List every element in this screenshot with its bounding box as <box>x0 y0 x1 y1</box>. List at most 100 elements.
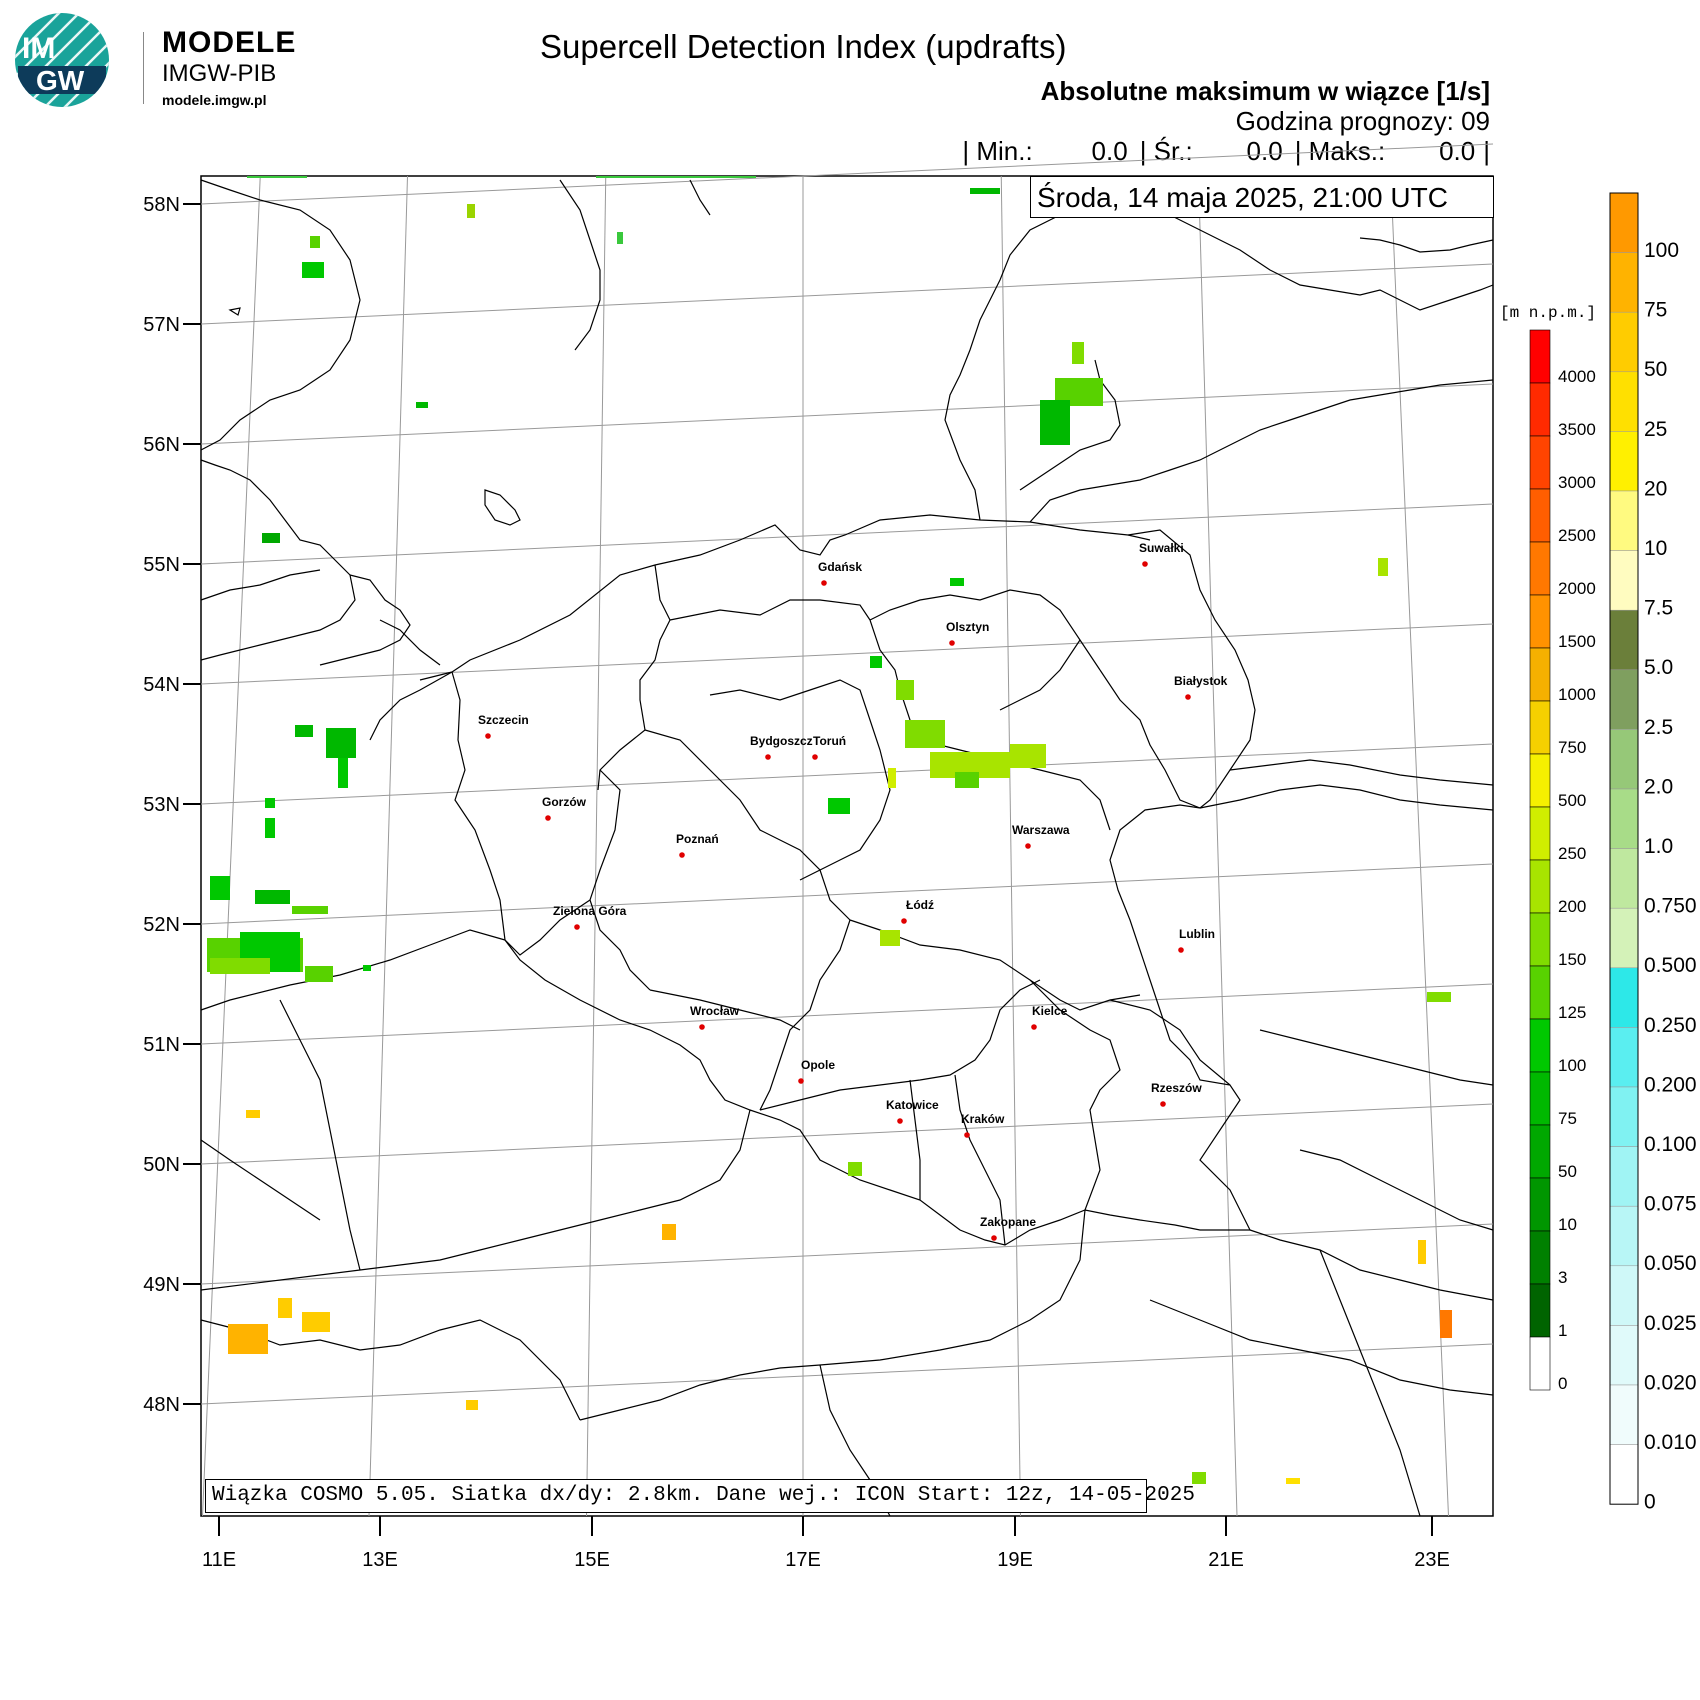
sdi-color-step <box>1609 490 1639 551</box>
city-label: Wrocław <box>690 1004 740 1018</box>
elevation-colorbar-label: 150 <box>1558 950 1586 969</box>
elevation-colorbar-label: 750 <box>1558 738 1586 757</box>
coastlines-borders <box>200 179 1494 1517</box>
sdi-colorbar-label: 0.100 <box>1644 1133 1697 1156</box>
city-label: Zielona Góra <box>553 904 627 918</box>
city-label: Toruń <box>813 734 846 748</box>
graticule-parallel <box>200 1343 1494 1405</box>
city-dot <box>1142 561 1148 567</box>
graticule-parallel <box>200 623 1494 685</box>
sdi-color-step <box>1609 1146 1639 1207</box>
sdi-cell <box>1440 1310 1452 1338</box>
sdi-cell <box>955 772 979 788</box>
sdi-color-step <box>1609 550 1639 611</box>
city-dot <box>679 852 685 858</box>
lat-tick-label: 54N <box>143 674 180 696</box>
elevation-color-step <box>1529 647 1551 702</box>
sdi-cell <box>255 890 290 904</box>
sdi-cell <box>302 1312 330 1332</box>
model-info-box: Wiązka COSMO 5.05. Siatka dx/dy: 2.8km. … <box>205 1479 1195 1513</box>
city-label: Zakopane <box>980 1215 1036 1229</box>
sdi-cell <box>310 236 320 248</box>
sdi-colorbar-label: 0.750 <box>1644 895 1697 918</box>
lon-tick-label: 11E <box>202 1549 236 1571</box>
city-label: Gdańsk <box>818 560 862 574</box>
graticule-parallel <box>200 1223 1494 1285</box>
lat-tick-label: 50N <box>143 1154 180 1176</box>
sdi-cell <box>896 680 914 700</box>
elevation-color-step <box>1529 806 1551 861</box>
city-dot <box>765 754 771 760</box>
sdi-color-step <box>1609 1086 1639 1147</box>
chart-subtitle: Absolutne maksimum w wiązce [1/s] <box>1040 76 1490 106</box>
sdi-colorbar-label: 100 <box>1644 239 1679 262</box>
city-label: Lublin <box>1179 927 1215 941</box>
sdi-color-step <box>1609 1384 1639 1445</box>
brand-org: IMGW-PIB <box>162 60 277 87</box>
sdi-cell <box>210 958 270 974</box>
city-label: Kraków <box>961 1112 1005 1126</box>
brand-name: MODELE <box>162 26 297 59</box>
lon-tick-label: 19E <box>997 1549 1033 1571</box>
sdi-cell <box>1040 400 1070 445</box>
sdi-colorbar-frame <box>1609 192 1639 1505</box>
graticule-meridian <box>368 175 408 1517</box>
elevation-color-step <box>1529 965 1551 1020</box>
city-dot <box>991 1235 997 1241</box>
city-dot <box>1031 1024 1037 1030</box>
lat-tick-label: 52N <box>143 914 180 936</box>
logo-separator <box>143 32 144 104</box>
sdi-color-step <box>1609 848 1639 909</box>
elevation-colorbar-label: 2000 <box>1558 579 1596 598</box>
city-dot <box>1185 694 1191 700</box>
sdi-cell <box>888 768 896 788</box>
city-dot <box>821 580 827 586</box>
sdi-cell <box>292 906 328 914</box>
elevation-color-step <box>1529 541 1551 596</box>
sdi-colorbar-label: 10 <box>1644 537 1667 560</box>
stat-end: | <box>1483 136 1490 166</box>
city-markers: Gdańsk Suwałki Olsztyn Białystok Szczecin Byd… <box>478 541 1228 1241</box>
lat-tick-label: 48N <box>143 1394 180 1416</box>
lat-tick-label: 51N <box>143 1034 180 1056</box>
lon-tick-label: 15E <box>574 1549 610 1571</box>
lat-tick-label: 55N <box>143 554 180 576</box>
sdi-color-step <box>1609 1325 1639 1386</box>
graticule <box>200 143 1494 1517</box>
elevation-color-step <box>1529 753 1551 808</box>
sdi-cell <box>1427 992 1451 1002</box>
city-label: Suwałki <box>1139 541 1184 555</box>
sdi-cell <box>1072 342 1084 364</box>
city-dot <box>897 1118 903 1124</box>
sdi-colorbar-label: 0.025 <box>1644 1312 1697 1335</box>
longitude-axis: 11E 13E 15E 17E 19E 21E 23E <box>202 1516 1450 1571</box>
sdi-cell <box>1010 744 1046 768</box>
sdi-colorbar-label: 0.010 <box>1644 1431 1697 1454</box>
imgw-logo-icon: IM GW <box>15 13 109 107</box>
sdi-color-step <box>1609 1444 1639 1505</box>
sdi-cell <box>466 1400 478 1410</box>
sdi-color-step <box>1609 609 1639 671</box>
elevation-colorbar-label: 1000 <box>1558 685 1596 704</box>
imgw-logo: IM GW MODELE IMGW-PIB modele.imgw.pl <box>12 10 312 110</box>
sdi-colorbar-label: 0.075 <box>1644 1193 1697 1216</box>
elevation-colorbar-label: 3000 <box>1558 473 1596 492</box>
map-frame <box>200 175 1494 1517</box>
sdi-color-step <box>1609 729 1639 790</box>
graticule-parallel <box>200 743 1494 805</box>
city-dot <box>1025 843 1031 849</box>
sdi-color-step <box>1609 967 1639 1028</box>
city-label: Poznań <box>676 832 719 846</box>
graticule-parallel <box>200 383 1494 445</box>
sdi-colorbar-label: 50 <box>1644 358 1667 381</box>
sdi-colorbar-label: 20 <box>1644 477 1667 500</box>
sdi-colorbar-label: 0.250 <box>1644 1014 1697 1037</box>
sdi-colorbar-label: 75 <box>1644 299 1667 322</box>
sdi-colorbar: 100 75 50 25 20 10 7.5 5.0 2.5 2.0 1.0 0.750 0.500 0.… <box>1609 192 1697 1514</box>
city-dot <box>1160 1101 1166 1107</box>
sdi-cell <box>278 1298 292 1318</box>
graticule-meridian <box>1390 175 1449 1517</box>
city-label: Katowice <box>886 1098 939 1112</box>
elevation-color-step <box>1529 1177 1551 1232</box>
sdi-cell <box>880 930 900 946</box>
